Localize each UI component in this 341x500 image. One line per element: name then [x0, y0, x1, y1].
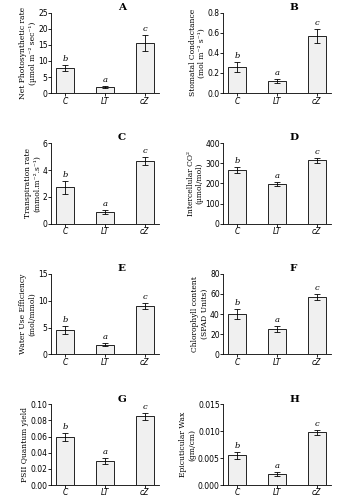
Text: c: c	[314, 420, 319, 428]
Text: B: B	[290, 2, 299, 12]
Bar	[96, 88, 114, 93]
Text: b: b	[234, 158, 240, 166]
Y-axis label: Stomatal Conductance
(mol m⁻² s⁻¹): Stomatal Conductance (mol m⁻² s⁻¹)	[189, 9, 206, 97]
Text: b: b	[234, 442, 240, 450]
Text: a: a	[275, 462, 280, 470]
Text: c: c	[143, 294, 147, 302]
Y-axis label: Transpiration rate
(mmol.m⁻².s⁻¹): Transpiration rate (mmol.m⁻².s⁻¹)	[24, 148, 41, 218]
Text: b: b	[234, 52, 240, 60]
Y-axis label: Water Use Efficiency
(mol/mmol): Water Use Efficiency (mol/mmol)	[19, 274, 37, 354]
Text: c: c	[314, 284, 319, 292]
Text: a: a	[102, 333, 107, 341]
Y-axis label: Chlorophyll content
(SPAD Units): Chlorophyll content (SPAD Units)	[191, 276, 209, 352]
Text: C: C	[118, 134, 126, 142]
Text: b: b	[62, 424, 68, 432]
Bar	[56, 330, 74, 354]
Bar	[308, 36, 326, 93]
Text: c: c	[143, 25, 147, 33]
Bar	[136, 160, 154, 224]
Bar	[96, 344, 114, 354]
Bar	[308, 432, 326, 485]
Bar	[268, 474, 286, 485]
Y-axis label: Net Photosynthetic rate
(µmol m⁻² sec⁻¹): Net Photosynthetic rate (µmol m⁻² sec⁻¹)	[19, 7, 37, 99]
Bar	[228, 314, 246, 354]
Text: a: a	[102, 448, 107, 456]
Bar	[96, 212, 114, 224]
Bar	[228, 67, 246, 93]
Bar	[96, 461, 114, 485]
Text: E: E	[118, 264, 126, 273]
Text: a: a	[275, 69, 280, 77]
Bar	[136, 43, 154, 93]
Text: H: H	[290, 394, 300, 404]
Text: a: a	[275, 316, 280, 324]
Bar	[268, 81, 286, 93]
Y-axis label: Epicuticular Wax
(gm/cm): Epicuticular Wax (gm/cm)	[179, 412, 196, 478]
Y-axis label: PSII Quantum yield: PSII Quantum yield	[21, 407, 29, 482]
Text: c: c	[143, 146, 147, 154]
Text: c: c	[143, 403, 147, 411]
Text: b: b	[62, 170, 68, 178]
Text: a: a	[275, 172, 280, 180]
Text: a: a	[102, 76, 107, 84]
Text: b: b	[234, 299, 240, 307]
Text: G: G	[118, 394, 127, 404]
Bar	[268, 184, 286, 224]
Text: c: c	[314, 148, 319, 156]
Bar	[228, 170, 246, 224]
Text: D: D	[290, 134, 299, 142]
Bar	[228, 456, 246, 485]
Bar	[136, 416, 154, 485]
Bar	[308, 160, 326, 224]
Text: c: c	[314, 18, 319, 26]
Bar	[56, 438, 74, 485]
Bar	[56, 68, 74, 93]
Text: A: A	[118, 2, 126, 12]
Bar	[308, 297, 326, 354]
Bar	[56, 188, 74, 224]
Text: b: b	[62, 56, 68, 64]
Bar	[268, 329, 286, 354]
Text: F: F	[290, 264, 297, 273]
Text: b: b	[62, 316, 68, 324]
Text: a: a	[102, 200, 107, 207]
Y-axis label: Intercellular CO²
(µmol/mol): Intercellular CO² (µmol/mol)	[187, 151, 204, 216]
Bar	[136, 306, 154, 354]
